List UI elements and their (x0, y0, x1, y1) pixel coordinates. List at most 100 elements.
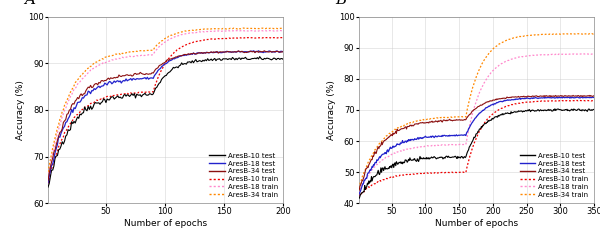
Y-axis label: Accuracy (%): Accuracy (%) (16, 80, 25, 140)
AresB-18 train (107, 59, 114, 62)
AresB-34 test (590, 94, 598, 97)
Line: AresB-18 train: AresB-18 train (359, 54, 594, 193)
AresB-34 test (418, 121, 425, 124)
AresB-18 train (581, 53, 588, 55)
Line: AresB-10 train: AresB-10 train (359, 100, 594, 196)
AresB-34 test (569, 94, 577, 97)
AresB-10 train (280, 36, 287, 39)
AresB-18 test (107, 81, 114, 83)
AresB-10 test (590, 108, 598, 111)
AresB-10 train (581, 99, 588, 102)
AresB-18 test (59, 129, 66, 132)
AresB-18 train (418, 145, 425, 148)
AresB-34 test (88, 86, 95, 89)
AresB-10 train (494, 109, 501, 112)
AresB-34 train (59, 110, 66, 113)
AresB-10 train (418, 172, 425, 175)
Line: AresB-18 train: AresB-18 train (48, 30, 283, 177)
AresB-10 test (355, 197, 362, 200)
AresB-18 test (255, 49, 262, 52)
AresB-34 train (580, 33, 587, 35)
AresB-18 train (355, 192, 362, 195)
Line: AresB-18 test: AresB-18 test (359, 97, 594, 195)
AresB-34 train (355, 187, 362, 190)
AresB-10 train (481, 122, 488, 125)
AresB-18 test (418, 136, 425, 139)
AresB-18 train (554, 52, 561, 55)
AresB-10 test (256, 55, 263, 58)
AresB-34 train (88, 64, 95, 67)
AresB-34 train (590, 32, 598, 35)
AresB-10 test (269, 58, 277, 60)
AresB-18 test (590, 96, 598, 99)
AresB-18 train (276, 29, 283, 32)
AresB-10 train (590, 99, 598, 102)
AresB-18 train (464, 136, 471, 138)
AresB-34 test (59, 127, 66, 130)
AresB-18 train (260, 29, 267, 32)
AresB-10 train (44, 182, 52, 185)
AresB-18 test (589, 96, 596, 98)
AresB-18 test (54, 143, 61, 146)
Legend: AresB-10 test, AresB-18 test, AresB-34 test, AresB-10 train, AresB-18 train, Are: AresB-10 test, AresB-18 test, AresB-34 t… (518, 151, 590, 200)
AresB-34 train (261, 27, 268, 30)
AresB-34 train (44, 171, 52, 174)
AresB-18 test (481, 108, 488, 111)
AresB-34 test (581, 94, 588, 97)
AresB-34 train (239, 27, 247, 29)
AresB-18 test (88, 89, 95, 92)
AresB-10 test (481, 123, 488, 126)
AresB-10 train (59, 137, 66, 140)
X-axis label: Number of epochs: Number of epochs (435, 219, 518, 228)
Line: AresB-10 test: AresB-10 test (359, 109, 594, 199)
AresB-34 test (269, 50, 277, 53)
AresB-10 test (581, 109, 588, 112)
AresB-10 test (588, 108, 595, 111)
AresB-34 test (261, 49, 268, 52)
AresB-10 test (261, 57, 268, 60)
AresB-34 test (107, 76, 114, 79)
Text: B: B (335, 0, 346, 7)
AresB-10 train (588, 99, 595, 102)
AresB-18 train (44, 175, 52, 178)
AresB-18 test (580, 96, 587, 99)
AresB-18 test (269, 51, 277, 54)
AresB-10 test (54, 154, 61, 157)
AresB-34 train (280, 27, 287, 30)
AresB-34 test (464, 116, 471, 119)
Line: AresB-10 train: AresB-10 train (48, 38, 283, 184)
AresB-34 train (587, 33, 594, 35)
AresB-34 test (280, 50, 287, 53)
AresB-18 train (494, 65, 501, 68)
AresB-10 train (355, 195, 362, 198)
AresB-18 test (261, 50, 268, 53)
AresB-18 train (59, 115, 66, 118)
AresB-10 test (494, 116, 501, 119)
Line: AresB-18 test: AresB-18 test (48, 51, 283, 183)
AresB-10 train (574, 99, 581, 102)
AresB-10 train (236, 36, 243, 39)
AresB-18 test (280, 50, 287, 53)
AresB-10 test (280, 58, 287, 61)
AresB-34 test (494, 98, 501, 101)
AresB-18 test (587, 96, 594, 99)
AresB-18 train (88, 69, 95, 72)
AresB-18 train (268, 29, 275, 32)
AresB-10 train (261, 36, 268, 39)
Text: A: A (25, 0, 35, 7)
Y-axis label: Accuracy (%): Accuracy (%) (327, 80, 336, 140)
AresB-18 test (355, 194, 362, 196)
AresB-34 train (589, 32, 596, 35)
AresB-34 train (269, 27, 277, 30)
AresB-34 train (494, 44, 501, 47)
AresB-18 train (481, 81, 488, 84)
AresB-18 train (280, 29, 287, 32)
AresB-18 test (44, 181, 52, 184)
AresB-34 test (481, 102, 488, 105)
Legend: AresB-10 test, AresB-18 test, AresB-34 test, AresB-10 train, AresB-18 train, Are: AresB-10 test, AresB-18 test, AresB-34 t… (208, 151, 280, 200)
Line: AresB-34 test: AresB-34 test (359, 95, 594, 191)
AresB-34 train (107, 54, 114, 57)
AresB-34 test (355, 190, 362, 192)
AresB-34 train (54, 126, 61, 129)
AresB-34 test (54, 139, 61, 142)
